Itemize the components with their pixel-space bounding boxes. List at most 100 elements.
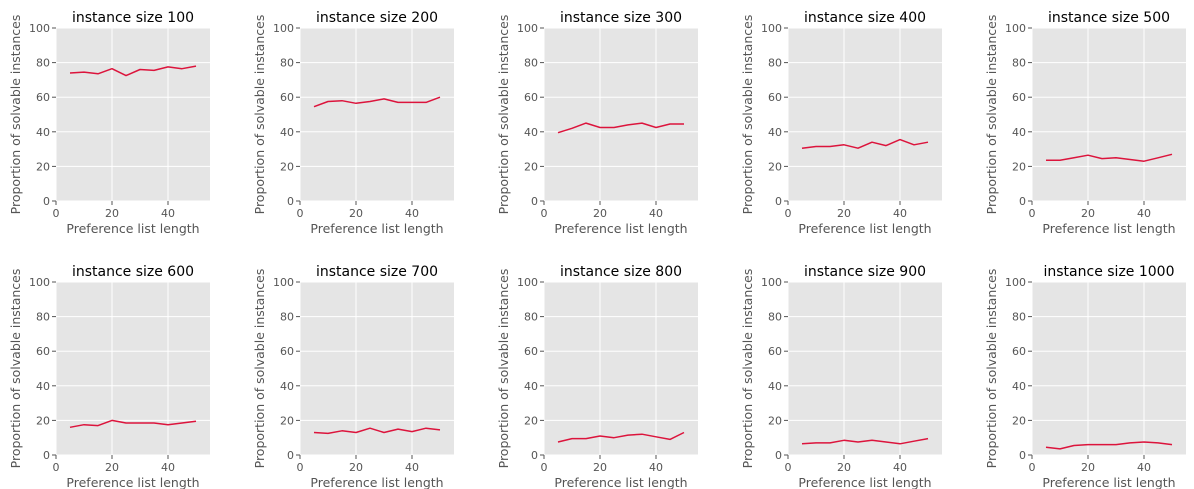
x-axis-label: Preference list length — [798, 221, 931, 236]
x-tick-label: 40 — [161, 461, 175, 474]
y-axis-label: Proportion of solvable instances — [8, 269, 23, 469]
x-tick-label: 20 — [837, 461, 851, 474]
series-line — [69, 65, 197, 77]
y-tick-label: 60 — [524, 91, 538, 104]
y-tick-label: 40 — [280, 126, 294, 139]
y-tick-label: 60 — [36, 345, 50, 358]
y-tick-label: 20 — [280, 160, 294, 173]
y-tick-label: 60 — [1012, 345, 1026, 358]
y-tick-label: 100 — [517, 22, 538, 35]
y-tick-label: 100 — [273, 22, 294, 35]
x-tick-label: 0 — [541, 461, 548, 474]
y-tick-label: 60 — [1012, 91, 1026, 104]
y-tick-label: 80 — [1012, 57, 1026, 70]
y-tick-label: 40 — [768, 380, 782, 393]
y-tick-label: 100 — [517, 276, 538, 289]
x-axis-label: Preference list length — [66, 221, 199, 236]
y-tick-label: 0 — [43, 449, 50, 462]
x-tick-label: 0 — [297, 461, 304, 474]
y-tick-label: 40 — [36, 126, 50, 139]
y-tick-label: 20 — [36, 414, 50, 427]
y-axis-label: Proportion of solvable instances — [740, 269, 755, 469]
subplot-9: 0 20 40 60 80 100 0 20 40 instance size 900 Prefer… — [740, 264, 942, 489]
series-line — [801, 138, 929, 149]
y-axis-label: Proportion of solvable instances — [8, 15, 23, 215]
plot-area — [788, 28, 942, 201]
y-tick-label: 100 — [1005, 22, 1026, 35]
y-tick-label: 100 — [29, 276, 50, 289]
subplot-title: instance size 700 — [316, 264, 438, 280]
plot-area — [1032, 282, 1186, 455]
y-tick-label: 0 — [775, 195, 782, 208]
subplot-6: 0 20 40 60 80 100 0 20 40 instance size 600 Prefer… — [8, 264, 210, 489]
plot-area — [300, 28, 454, 201]
series-line — [557, 122, 684, 134]
subplot-5: 0 20 40 60 80 100 0 20 40 instance size 500 Prefer… — [984, 10, 1186, 236]
y-tick-label: 60 — [768, 91, 782, 104]
plot-area — [56, 282, 210, 455]
y-tick-label: 0 — [531, 195, 538, 208]
subplot-1: 0 20 40 60 80 100 0 20 40 instance size 100 Prefer… — [8, 10, 210, 236]
y-tick-label: 60 — [36, 91, 50, 104]
y-tick-label: 60 — [280, 345, 294, 358]
x-tick-label: 20 — [1081, 207, 1095, 220]
series-line — [801, 437, 929, 445]
x-tick-label: 40 — [649, 461, 663, 474]
subplot-title: instance size 400 — [804, 10, 926, 26]
x-tick-label: 20 — [105, 461, 119, 474]
y-tick-label: 0 — [287, 195, 294, 208]
x-tick-label: 0 — [53, 461, 60, 474]
y-tick-label: 40 — [1012, 126, 1026, 139]
y-tick-label: 100 — [761, 276, 782, 289]
subplot-4: 0 20 40 60 80 100 0 20 40 instance size 400 Prefer… — [740, 10, 942, 236]
x-tick-label: 40 — [405, 207, 419, 220]
x-axis-label: Preference list length — [554, 475, 687, 489]
y-tick-label: 20 — [36, 160, 50, 173]
y-axis-label: Proportion of solvable instances — [740, 15, 755, 215]
series-line — [69, 419, 197, 429]
y-tick-label: 0 — [43, 195, 50, 208]
plot-area — [544, 28, 698, 201]
x-axis-label: Preference list length — [310, 475, 443, 489]
y-tick-label: 80 — [280, 311, 294, 324]
series-line — [1045, 441, 1173, 450]
subplot-title: instance size 300 — [560, 10, 682, 26]
subplot-title: instance size 500 — [1048, 10, 1170, 26]
y-axis-label: Proportion of solvable instances — [984, 15, 999, 215]
x-tick-label: 20 — [349, 461, 363, 474]
x-tick-label: 20 — [837, 207, 851, 220]
x-tick-label: 0 — [785, 461, 792, 474]
subplot-2: 0 20 40 60 80 100 0 20 40 instance size 200 Prefer… — [252, 10, 454, 236]
y-tick-label: 80 — [524, 57, 538, 70]
y-tick-label: 20 — [280, 414, 294, 427]
y-tick-label: 60 — [768, 345, 782, 358]
y-axis-label: Proportion of solvable instances — [984, 269, 999, 469]
x-tick-label: 0 — [541, 207, 548, 220]
x-tick-label: 20 — [593, 207, 607, 220]
y-tick-label: 80 — [1012, 311, 1026, 324]
subplot-3: 0 20 40 60 80 100 0 20 40 instance size 300 Prefer… — [496, 10, 698, 236]
y-tick-label: 20 — [768, 160, 782, 173]
y-tick-label: 100 — [29, 22, 50, 35]
x-tick-label: 0 — [297, 207, 304, 220]
series-line — [313, 427, 441, 435]
x-tick-label: 40 — [405, 461, 419, 474]
series-line — [313, 96, 441, 108]
y-tick-label: 80 — [768, 57, 782, 70]
y-tick-label: 80 — [36, 311, 50, 324]
x-tick-label: 40 — [1137, 207, 1151, 220]
x-tick-label: 40 — [893, 461, 907, 474]
y-tick-label: 100 — [761, 22, 782, 35]
y-axis-label: Proportion of solvable instances — [252, 15, 267, 215]
x-tick-label: 40 — [1137, 461, 1151, 474]
series-line — [557, 431, 685, 443]
plot-area — [300, 282, 454, 455]
subplot-8: 0 20 40 60 80 100 0 20 40 instance size 800 Prefer… — [496, 264, 698, 489]
y-tick-label: 20 — [768, 414, 782, 427]
y-tick-label: 60 — [280, 91, 294, 104]
x-tick-label: 0 — [1029, 461, 1036, 474]
y-tick-label: 0 — [531, 449, 538, 462]
y-tick-label: 60 — [524, 345, 538, 358]
x-axis-label: Preference list length — [554, 221, 687, 236]
